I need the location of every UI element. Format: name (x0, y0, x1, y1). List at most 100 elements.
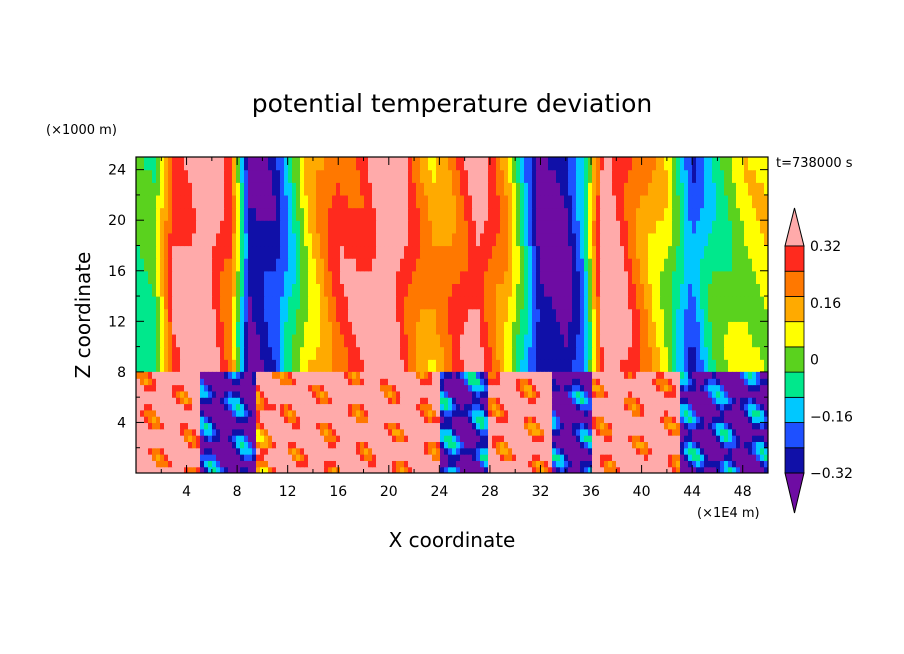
field-cell (704, 194, 709, 209)
field-cell (532, 169, 537, 183)
field-cell (664, 308, 669, 322)
field-cell (616, 460, 621, 468)
field-cell (692, 397, 697, 405)
field-cell (440, 346, 445, 360)
field-cell (152, 416, 157, 424)
field-cell (188, 346, 193, 360)
field-cell (236, 258, 241, 272)
field-cell (696, 441, 701, 449)
field-cell (208, 308, 213, 322)
field-cell (592, 346, 597, 360)
field-cell (460, 245, 465, 259)
field-cell (604, 220, 609, 234)
field-cell (296, 460, 301, 468)
field-cell (616, 333, 621, 348)
field-cell (260, 258, 265, 272)
field-cell (664, 384, 669, 392)
field-cell (544, 207, 549, 221)
field-cell (460, 220, 465, 234)
field-cell (744, 270, 749, 284)
field-cell (224, 232, 229, 247)
field-cell (236, 207, 241, 221)
field-cell (396, 245, 401, 259)
field-cell (576, 359, 581, 373)
field-cell (228, 194, 233, 209)
field-cell (236, 321, 241, 335)
field-cell (760, 460, 765, 468)
field-cell (468, 157, 473, 171)
field-cell (556, 460, 561, 468)
field-cell (324, 428, 329, 436)
field-cell (348, 182, 353, 196)
field-cell (672, 232, 677, 247)
field-cell (640, 435, 645, 442)
field-cell (280, 346, 285, 360)
field-cell (388, 296, 393, 310)
field-cell (756, 270, 761, 284)
field-cell (644, 258, 649, 272)
field-cell (240, 428, 245, 436)
field-cell (316, 308, 321, 322)
field-cell (456, 296, 461, 310)
field-cell (432, 283, 437, 297)
field-cell (668, 466, 673, 473)
field-cell (232, 258, 237, 272)
field-cell (240, 435, 245, 442)
field-cell (136, 454, 141, 461)
field-cell (416, 397, 421, 405)
field-cell (480, 258, 485, 272)
field-cell (692, 207, 697, 221)
field-cell (688, 409, 693, 417)
field-cell (684, 435, 689, 442)
field-cell (328, 157, 333, 171)
field-cell (612, 409, 617, 417)
field-cell (196, 220, 201, 234)
field-cell (380, 270, 385, 284)
field-cell (532, 390, 537, 398)
field-cell (168, 390, 173, 398)
field-cell (624, 296, 629, 310)
field-cell (252, 428, 257, 436)
field-cell (432, 422, 437, 430)
field-cell (348, 390, 353, 398)
field-cell (344, 283, 349, 297)
field-cell (304, 258, 309, 272)
field-cell (612, 194, 617, 209)
field-cell (424, 258, 429, 272)
field-cell (352, 384, 357, 392)
field-cell (664, 245, 669, 259)
field-cell (432, 384, 437, 392)
field-cell (584, 447, 589, 455)
field-cell (464, 232, 469, 247)
field-cell (264, 390, 269, 398)
field-cell (300, 466, 305, 473)
field-cell (712, 346, 717, 360)
field-cell (464, 296, 469, 310)
field-cell (484, 454, 489, 461)
field-cell (484, 403, 489, 411)
field-cell (216, 207, 221, 221)
field-cell (144, 378, 149, 386)
field-cell (608, 454, 613, 461)
field-cell (556, 169, 561, 183)
field-cell (336, 283, 341, 297)
field-cell (764, 435, 768, 442)
field-cell (196, 454, 201, 461)
field-cell (140, 441, 145, 449)
field-cell (600, 447, 605, 455)
field-cell (668, 232, 673, 247)
field-cell (408, 333, 413, 348)
field-cell (220, 454, 225, 461)
field-cell (468, 359, 473, 373)
field-cell (352, 454, 357, 461)
field-cell (248, 270, 253, 284)
field-cell (604, 283, 609, 297)
field-cell (632, 245, 637, 259)
field-cell (548, 403, 553, 411)
field-cell (148, 258, 153, 272)
field-cell (540, 232, 545, 247)
field-cell (220, 409, 225, 417)
field-cell (576, 416, 581, 424)
y-units-label: (×1000 m) (46, 123, 117, 138)
field-cell (684, 270, 689, 284)
